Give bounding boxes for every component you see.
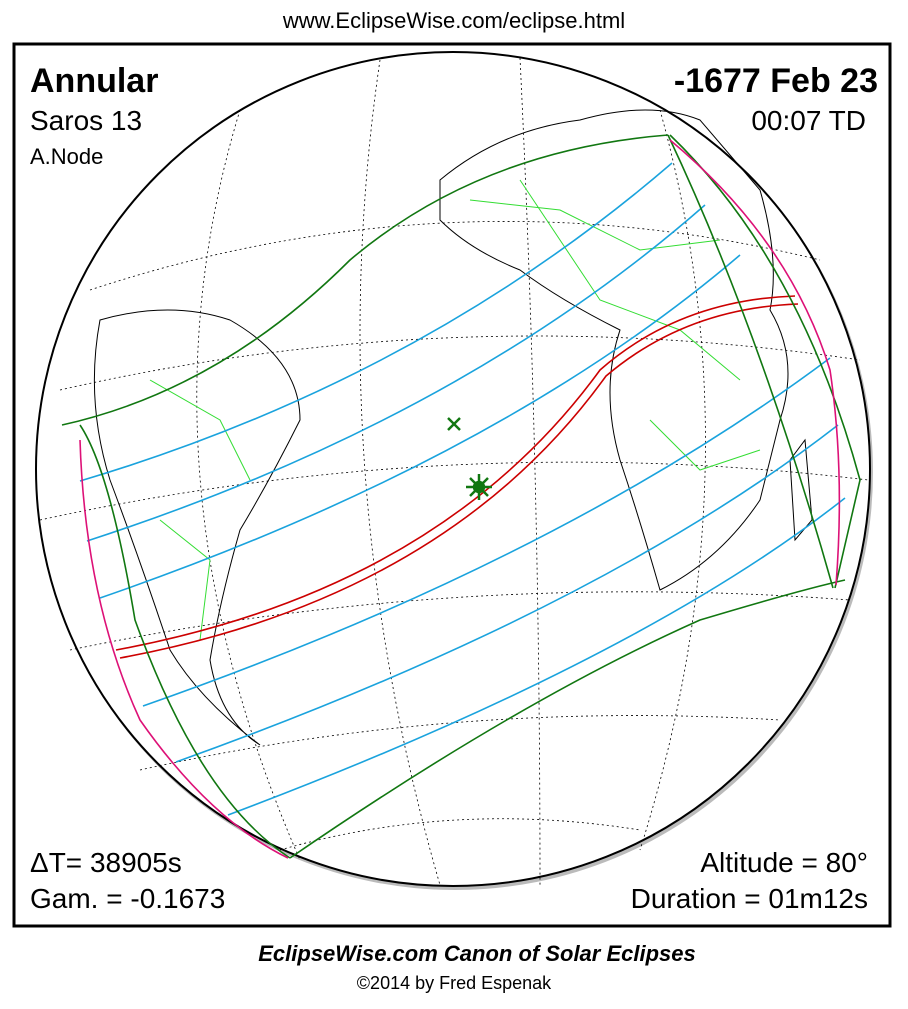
annular-path xyxy=(115,295,799,659)
copyright: ©2014 by Fred Espenak xyxy=(357,973,552,993)
footer-title: EclipseWise.com Canon of Solar Eclipses xyxy=(258,941,696,966)
frame xyxy=(12,42,892,928)
globe xyxy=(35,51,873,890)
borders xyxy=(149,179,761,641)
central-line-contours xyxy=(79,162,846,816)
globe-disk xyxy=(35,51,871,887)
duration: Duration = 01m12s xyxy=(631,883,868,914)
date: -1677 Feb 23 xyxy=(674,62,878,100)
rise-set-curves xyxy=(79,139,841,859)
time: 00:07 TD xyxy=(751,105,866,136)
eclipse-type: Annular xyxy=(30,62,158,100)
graticule xyxy=(39,57,869,886)
greatest-eclipse xyxy=(447,417,492,500)
node: A.Node xyxy=(30,144,103,169)
gamma: Gam. = -0.1673 xyxy=(30,883,225,914)
url: www.EclipseWise.com/eclipse.html xyxy=(282,8,625,33)
coastlines xyxy=(93,109,813,746)
altitude: Altitude = 80° xyxy=(700,847,868,878)
saros: Saros 13 xyxy=(30,105,142,136)
penumbra-limits xyxy=(61,134,861,859)
delta-t: ΔT= 38905s xyxy=(30,847,182,878)
